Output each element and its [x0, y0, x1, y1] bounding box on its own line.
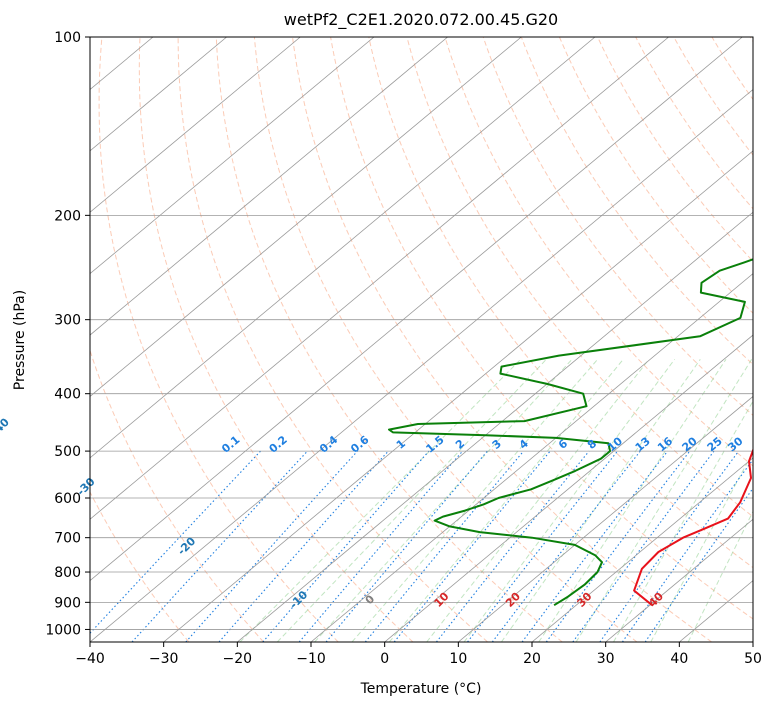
x-tick-label: −20 [223, 651, 253, 667]
dry-adiabat [98, 37, 339, 642]
mixing-ratio-line [298, 450, 464, 642]
dry-adiabat [215, 37, 563, 642]
y-tick-label: 200 [54, 208, 81, 224]
x-tick-label: 0 [380, 651, 389, 667]
y-tick-label: 300 [54, 313, 81, 329]
y-tick-label: 900 [54, 595, 81, 611]
x-tick-label: 10 [449, 651, 467, 667]
plot-frame [89, 36, 754, 643]
moist-adiabat [351, 358, 599, 642]
dewpoint-line [388, 258, 753, 607]
isotherm [90, 37, 743, 582]
mixing-ratio-line [218, 450, 389, 642]
mixing-ratio-line [131, 450, 308, 642]
x-axis-label: Temperature (°C) [360, 681, 482, 697]
axis-ticks: −40 −30 −20 −10 0 10 20 30 40 50 1000 900 800 700 600 5… [45, 30, 762, 667]
x-tick-label: −40 [75, 651, 105, 667]
dry-adiabat [292, 37, 712, 642]
y-tick-label: 600 [54, 491, 81, 507]
mixing-ratio-line [325, 450, 488, 642]
moist-adiabat [613, 400, 753, 642]
dry-adiabat [253, 37, 638, 642]
dry-adiabat [597, 37, 753, 263]
isotherm [531, 457, 753, 642]
moist-adiabat [276, 358, 547, 642]
isotherm [605, 518, 753, 642]
isotherm [90, 88, 753, 642]
x-tick-label: −30 [149, 651, 179, 667]
x-tick-label: 40 [670, 651, 688, 667]
dry-adiabat [330, 37, 753, 620]
dry-adiabat [90, 491, 190, 642]
isotherm [384, 334, 753, 642]
dry-adiabat [90, 348, 264, 642]
mixing-ratio-line [644, 487, 753, 642]
y-tick-label: 700 [54, 531, 81, 547]
chart-title: wetPf2_C2E1.2020.072.00.45.G20 [284, 10, 558, 30]
dry-adiabat [444, 37, 753, 467]
moist-adiabat [426, 358, 650, 642]
dry-adiabat [368, 37, 753, 569]
temperature-line [633, 447, 753, 606]
dry-adiabat [520, 37, 753, 366]
x-tick-label: 50 [744, 651, 762, 667]
isotherm [90, 37, 375, 275]
dry-adiabat [558, 37, 753, 314]
mixing-ratio-line [621, 458, 753, 642]
isotherm [90, 37, 227, 152]
x-tick-label: −10 [296, 651, 326, 667]
profile-lines [388, 258, 753, 607]
dry-adiabat [177, 37, 488, 642]
isotherm [90, 37, 448, 336]
isotherm [458, 395, 753, 642]
dry-adiabat [138, 37, 414, 642]
isotherm [163, 150, 753, 642]
moist-adiabat [239, 358, 522, 642]
mixing-ratio-line [393, 450, 551, 642]
isotherm [90, 37, 669, 520]
x-tick-label: 30 [597, 651, 615, 667]
mixing-ratio-line [467, 450, 619, 642]
y-tick-label: 400 [54, 387, 81, 403]
isotherm [90, 37, 301, 213]
y-tick-label: 100 [54, 30, 81, 46]
moist-adiabat [650, 451, 753, 642]
y-tick-label: 800 [54, 565, 81, 581]
y-tick-label: 500 [54, 444, 81, 460]
y-axis-label: Pressure (hPa) [12, 290, 28, 390]
isotherm [237, 211, 753, 642]
x-tick-label: 20 [523, 651, 541, 667]
isotherm [90, 37, 522, 397]
moist-adiabat [687, 510, 753, 642]
isotherm [90, 37, 596, 459]
mixing-ratio-line [491, 450, 641, 642]
mixing-ratio-line [435, 450, 590, 642]
mixing-ratio-line [364, 450, 525, 642]
moist-adiabat [463, 358, 676, 642]
y-tick-label: 1000 [45, 622, 81, 638]
